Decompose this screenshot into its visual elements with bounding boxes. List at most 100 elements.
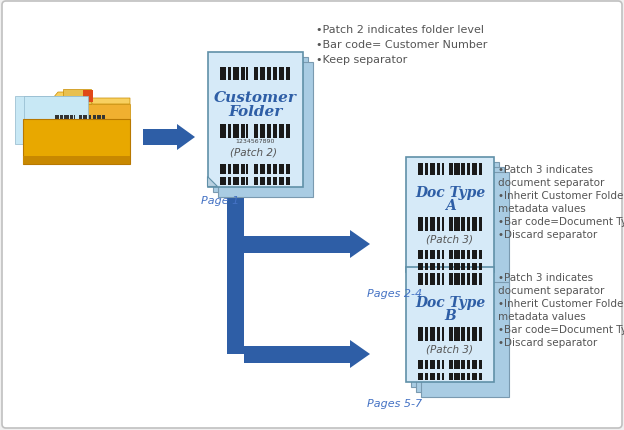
Bar bbox=[233, 125, 239, 139]
Bar bbox=[246, 68, 248, 80]
Bar bbox=[424, 273, 428, 286]
Bar bbox=[417, 327, 423, 341]
Bar bbox=[241, 125, 245, 139]
Bar bbox=[467, 327, 470, 341]
Bar bbox=[228, 125, 232, 139]
Bar bbox=[417, 273, 423, 286]
Bar bbox=[233, 178, 239, 186]
Bar bbox=[454, 263, 460, 270]
Bar bbox=[454, 373, 460, 380]
Bar bbox=[449, 218, 452, 231]
Bar bbox=[70, 115, 72, 124]
Bar bbox=[243, 236, 350, 253]
Bar bbox=[79, 115, 82, 124]
Text: (Patch 3): (Patch 3) bbox=[426, 234, 474, 244]
Bar bbox=[421, 172, 509, 287]
Bar bbox=[454, 164, 460, 175]
Bar bbox=[472, 359, 477, 369]
Bar bbox=[254, 178, 258, 186]
Bar bbox=[437, 359, 441, 369]
Bar bbox=[227, 189, 243, 354]
Bar bbox=[437, 250, 441, 259]
Bar bbox=[218, 62, 313, 197]
Bar bbox=[437, 373, 441, 380]
Bar bbox=[71, 130, 73, 136]
Polygon shape bbox=[23, 157, 130, 165]
Bar bbox=[228, 165, 232, 175]
Bar bbox=[479, 263, 482, 270]
Bar bbox=[472, 327, 477, 341]
Bar bbox=[241, 165, 245, 175]
Bar bbox=[449, 263, 452, 270]
Bar bbox=[449, 273, 452, 286]
Bar bbox=[417, 218, 423, 231]
Bar bbox=[100, 130, 102, 136]
Bar bbox=[430, 327, 435, 341]
Bar bbox=[286, 125, 290, 139]
Bar bbox=[267, 165, 271, 175]
Text: A: A bbox=[445, 199, 456, 212]
Bar bbox=[437, 263, 441, 270]
Bar bbox=[286, 165, 290, 175]
Text: Page 1: Page 1 bbox=[201, 196, 239, 206]
Bar bbox=[246, 125, 248, 139]
Bar bbox=[449, 327, 452, 341]
Bar bbox=[260, 125, 265, 139]
Bar bbox=[279, 125, 285, 139]
Bar bbox=[430, 250, 435, 259]
Bar bbox=[437, 327, 441, 341]
Bar bbox=[233, 68, 239, 80]
Polygon shape bbox=[208, 177, 218, 187]
Bar bbox=[442, 164, 444, 175]
Bar bbox=[454, 218, 460, 231]
Bar bbox=[437, 218, 441, 231]
Bar bbox=[467, 273, 470, 286]
Text: (Patch 2): (Patch 2) bbox=[230, 147, 276, 158]
Bar bbox=[233, 165, 239, 175]
Bar bbox=[479, 327, 482, 341]
Bar bbox=[479, 164, 482, 175]
Bar bbox=[74, 130, 76, 136]
Bar bbox=[424, 327, 428, 341]
Bar bbox=[430, 273, 435, 286]
Bar bbox=[246, 165, 248, 175]
Bar bbox=[79, 130, 82, 136]
Bar bbox=[430, 359, 435, 369]
Bar bbox=[254, 68, 258, 80]
Bar bbox=[430, 263, 435, 270]
Bar bbox=[424, 373, 428, 380]
Polygon shape bbox=[350, 230, 370, 258]
Polygon shape bbox=[23, 120, 130, 165]
Bar bbox=[454, 250, 460, 259]
Text: Doc Type: Doc Type bbox=[415, 186, 485, 200]
Bar bbox=[241, 178, 245, 186]
Bar bbox=[467, 250, 470, 259]
Bar bbox=[83, 91, 93, 103]
Bar bbox=[57, 130, 61, 136]
Bar bbox=[442, 263, 444, 270]
Polygon shape bbox=[23, 105, 130, 163]
Bar bbox=[472, 164, 477, 175]
Text: Doc Type: Doc Type bbox=[415, 295, 485, 309]
Polygon shape bbox=[23, 93, 130, 105]
Bar bbox=[467, 218, 470, 231]
Bar bbox=[461, 250, 465, 259]
Bar bbox=[246, 178, 248, 186]
Bar bbox=[95, 130, 99, 136]
Bar bbox=[279, 178, 285, 186]
Bar bbox=[406, 157, 494, 272]
Bar bbox=[243, 346, 350, 362]
Bar bbox=[437, 273, 441, 286]
Bar bbox=[279, 165, 285, 175]
Text: 1234567890: 1234567890 bbox=[235, 139, 275, 144]
Bar bbox=[454, 273, 460, 286]
Bar bbox=[260, 178, 265, 186]
Bar bbox=[467, 263, 470, 270]
Bar bbox=[55, 115, 59, 124]
Bar bbox=[273, 178, 277, 186]
Bar bbox=[286, 68, 290, 80]
Bar bbox=[472, 273, 477, 286]
Text: (Patch 3): (Patch 3) bbox=[426, 344, 474, 354]
Text: B: B bbox=[444, 308, 456, 322]
Text: Customer: Customer bbox=[213, 91, 296, 105]
